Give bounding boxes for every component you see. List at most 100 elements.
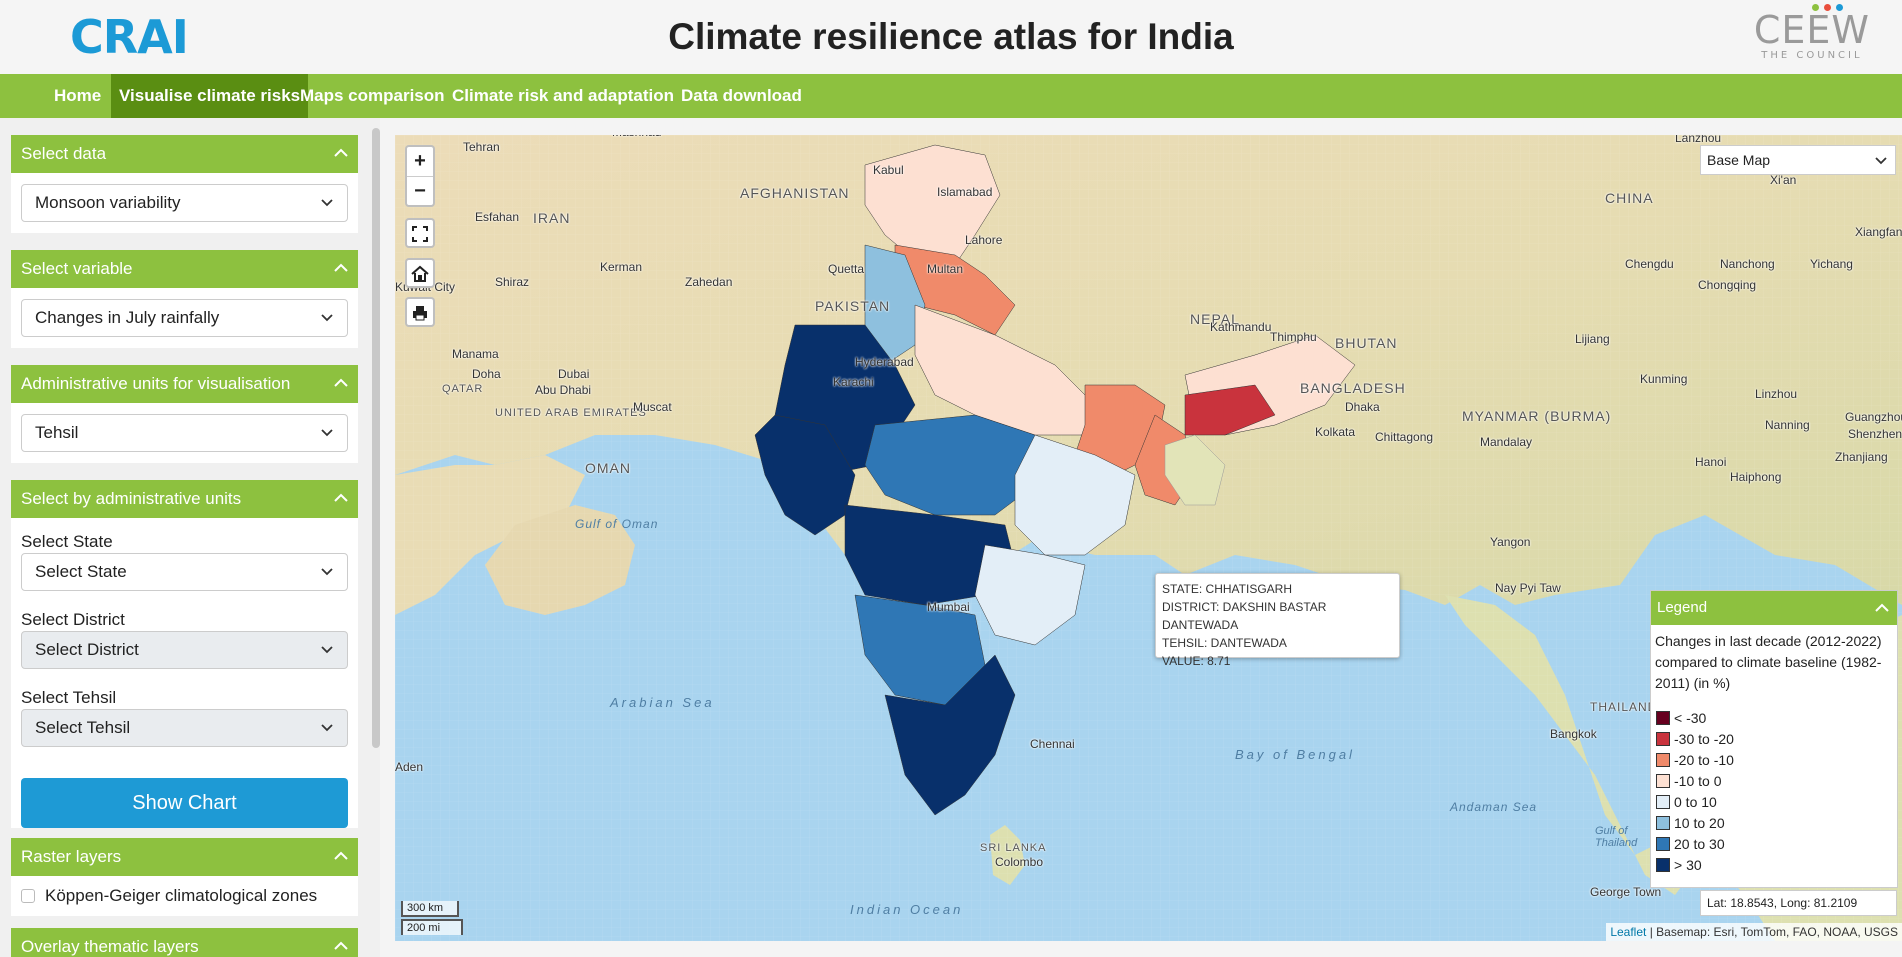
chevron-down-icon [321,199,333,207]
select-variable-header[interactable]: Select variable [11,250,358,288]
select-by-admin-header[interactable]: Select by administrative units [11,480,358,518]
map-label-city: Kathmandu [1210,320,1272,334]
map-label-city: Esfahan [475,210,520,224]
map-label-city: Shenzhen [1848,427,1902,441]
variable-select[interactable]: Changes in July rainfally [21,299,348,337]
overlay-layers-title: Overlay thematic layers [21,937,199,956]
sidebar: Select data Monsoon variability Select v… [0,118,380,957]
select-data-header[interactable]: Select data [11,135,358,173]
tooltip-district: DISTRICT: DAKSHIN BASTAR DANTEWADA [1162,600,1327,632]
admin-units-header[interactable]: Administrative units for visualisation [11,365,358,403]
print-button[interactable] [405,297,435,327]
map-label-sea: Arabian Sea [610,695,715,710]
map-label-city: Nanchong [1720,257,1775,271]
map-label-city: Yichang [1810,257,1853,271]
chevron-down-icon [321,724,333,732]
legend-swatch [1656,753,1670,767]
page-title: Climate resilience atlas for India [668,16,1234,57]
map-view[interactable]: Mashhad Tehran Kabul Islamabad Lahore Es… [395,135,1902,941]
home-icon [411,265,429,282]
map-label-city: Chennai [1030,737,1075,751]
map-label-city: Doha [472,367,501,381]
map-label-city: Zhanjiang [1835,450,1888,464]
legend-swatch [1656,795,1670,809]
legend-label: > 30 [1674,857,1702,873]
chevron-up-icon [334,851,348,860]
region-mp [864,414,1036,516]
chevron-up-icon [334,493,348,502]
map-attribution: Leaflet | Basemap: Esri, TomTom, FAO, NO… [1606,923,1902,941]
map-label-city: Kerman [600,260,643,274]
home-button[interactable] [405,258,435,288]
chevron-up-icon [334,148,348,157]
data-select[interactable]: Monsoon variability [21,184,348,222]
leaflet-link[interactable]: Leaflet [1610,925,1647,939]
sidebar-scrollbar[interactable] [372,128,380,748]
region-kashmir [864,144,1001,266]
chevron-up-icon [334,941,348,950]
state-label: Select State [21,532,113,551]
india-choropleth [754,144,1356,816]
map-label-city: Xi'an [1770,173,1797,187]
legend-swatch [1656,816,1670,830]
map-label-country: CHINA [1605,190,1654,206]
map-label-city: Mandalay [1480,435,1533,449]
basemap-select[interactable]: Base Map [1700,145,1896,175]
raster-layers-header[interactable]: Raster layers [11,838,358,876]
map-label-city: Karachi [833,375,874,389]
district-select[interactable]: Select District [21,631,348,669]
admin-unit-select[interactable]: Tehsil [21,414,348,452]
nav-home[interactable]: Home [54,86,102,105]
map-label-city: Aden [395,760,424,774]
zoom-in-button[interactable]: + [414,150,426,172]
tehsil-label: Select Tehsil [21,688,117,707]
tehsil-select[interactable]: Select Tehsil [21,709,348,747]
map-label-city: Multan [927,262,964,276]
map-label-sea: Andaman Sea [1450,800,1538,814]
nav-visualise-climate-risks[interactable]: Visualise climate risks [111,74,309,118]
map-label-sea: Indian Ocean [850,902,964,917]
map-label-country: BHUTAN [1335,335,1398,351]
ceew-logo[interactable]: CEEW THE COUNCIL [1754,4,1870,61]
feature-tooltip: STATE: CHHATISGARH DISTRICT: DAKSHIN BAS… [1155,573,1400,668]
select-variable-body: Changes in July rainfally [11,288,358,348]
legend-label: 0 to 10 [1674,794,1717,810]
chevron-up-icon [334,378,348,387]
select-data-title: Select data [21,144,107,163]
tooltip-tehsil: TEHSIL: DANTEWADA [1162,636,1287,650]
map-label-city: Nay Pyi Taw [1495,581,1561,595]
crai-logo[interactable]: CRAI [70,10,189,64]
nav-data-download[interactable]: Data download [681,86,802,105]
admin-units-body: Tehsil [11,403,358,463]
ceew-logo-subtitle: THE COUNCIL [1761,50,1863,61]
map-label-country: PAKISTAN [815,298,891,314]
nav-climate-risk-adaptation[interactable]: Climate risk and adaptation [452,86,674,105]
map-label-country: BANGLADESH [1300,380,1406,396]
map-label-city: Kunming [1640,372,1688,386]
chevron-down-icon [321,429,333,437]
map-label-city: Guangzhou [1845,410,1902,424]
state-select[interactable]: Select State [21,553,348,591]
map-label-city: Linzhou [1755,387,1798,401]
map-label-city: Xiangfan [1855,225,1902,239]
zoom-out-button[interactable]: − [407,176,433,205]
main-nav: Home Visualise climate risks Maps compar… [0,74,1902,118]
map-label-city: Kolkata [1315,425,1356,439]
map-label-city: Nanning [1765,418,1810,432]
overlay-layers-header[interactable]: Overlay thematic layers [11,928,358,957]
region-gujarat [754,414,856,536]
nav-maps-comparison[interactable]: Maps comparison [300,86,445,105]
show-chart-button[interactable]: Show Chart [21,778,348,828]
map-label-city: Bangkok [1550,727,1597,741]
map-label-city: Mashhad [612,135,661,139]
map-label-city: Quetta [828,262,865,276]
legend-label: -10 to 0 [1674,773,1722,789]
scale-mi: 200 mi [401,919,463,935]
print-icon [413,306,427,321]
legend-header[interactable]: Legend [1651,591,1897,625]
koppen-checkbox[interactable] [21,889,35,903]
fullscreen-button[interactable] [405,218,435,248]
cursor-coordinates: Lat: 18.8543, Long: 81.2109 [1700,890,1897,916]
legend-label: -20 to -10 [1674,752,1734,768]
map-label-city: George Town [1590,885,1662,899]
